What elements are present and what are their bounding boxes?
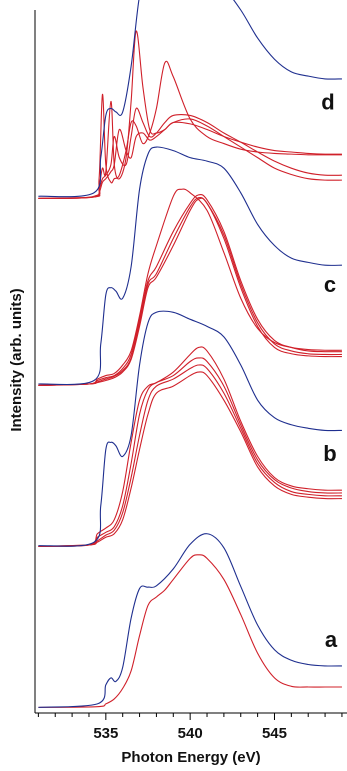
panel-b: [38, 310, 342, 547]
panel-d: [38, 0, 342, 199]
spectrum-d-blue-line: [38, 0, 342, 198]
panel-labels: a b c d: [321, 89, 338, 652]
x-tick-label: 545: [262, 725, 287, 742]
spectrum-a-red-line: [38, 554, 342, 708]
spectrum-b-red-line: [38, 346, 342, 547]
spectrum-c-red-line: [38, 194, 342, 386]
x-axis-label: Photon Energy (eV): [121, 749, 260, 766]
x-tick-label: 535: [93, 725, 118, 742]
x-tick-label: 540: [178, 725, 203, 742]
panel-label-c: c: [324, 272, 336, 297]
panel-a: [38, 533, 342, 708]
spectrum-d-red-line: [38, 30, 342, 199]
spectrum-c-red-line: [38, 196, 342, 386]
spectrum-a-blue-line: [38, 533, 342, 708]
spectrum-b-red-line: [38, 357, 342, 547]
spectrum-d-red-line: [38, 60, 342, 199]
panel-label-a: a: [325, 627, 338, 652]
panel-label-b: b: [323, 441, 336, 466]
plot-frame: [34, 10, 347, 714]
spectrum-c-red-line: [38, 197, 342, 386]
panel-label-d: d: [321, 89, 334, 114]
spectrum-d-red-line: [38, 107, 342, 199]
panel-c: [38, 146, 342, 386]
x-axis-ticks: [37, 713, 343, 720]
spectrum-d-red-line: [38, 118, 342, 199]
y-axis-label: Intensity (arb. units): [8, 288, 25, 431]
spectrum-b-red-line: [38, 364, 342, 547]
spectra-series: [38, 0, 342, 708]
spectrum-b-red-line: [38, 371, 342, 547]
spectrum-b-blue-line: [38, 310, 342, 547]
spectrum-c-blue-line: [38, 146, 342, 386]
spectrum-c-red-line: [38, 188, 342, 386]
x-axis-tick-labels: 535 540 545: [93, 725, 287, 742]
